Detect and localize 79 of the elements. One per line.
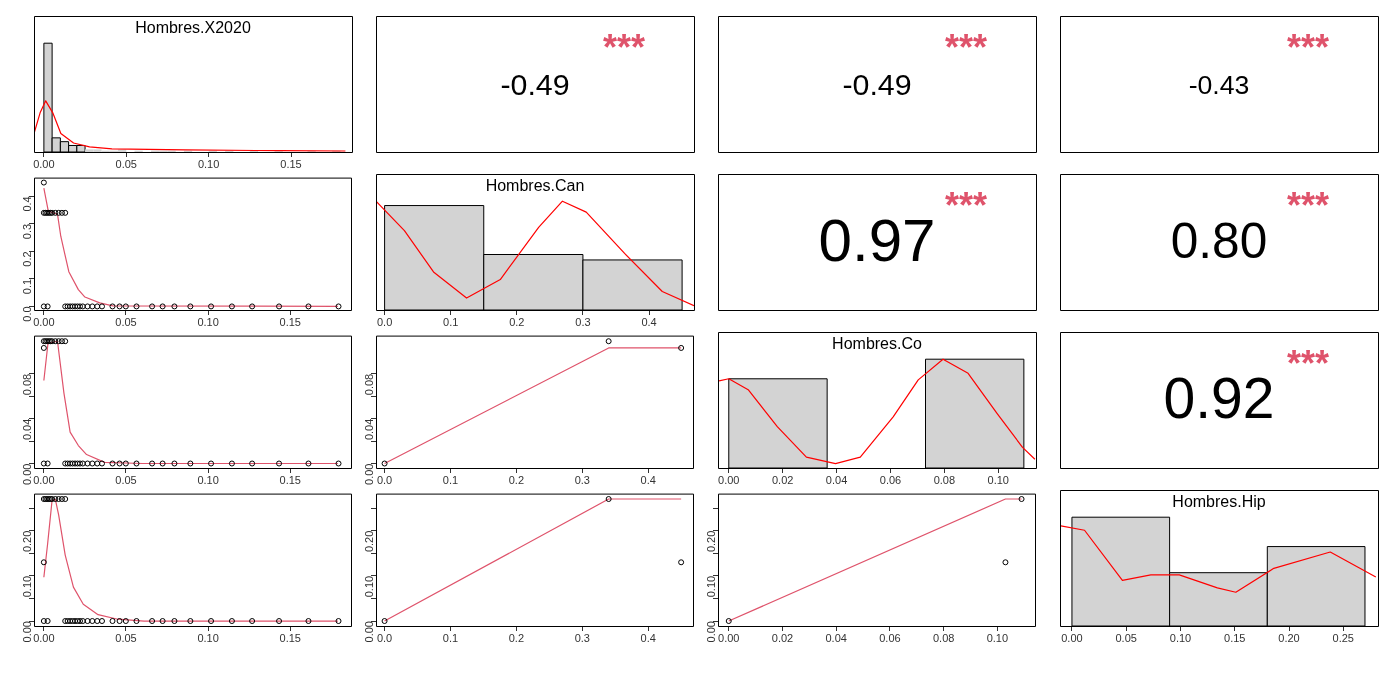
- text: ***: [1287, 342, 1330, 384]
- x-tick-label: 0.05: [1115, 631, 1137, 644]
- y-tick-label: 0.04: [21, 418, 34, 441]
- x-tick-label: 0.1: [443, 315, 459, 328]
- x-tick-label: 0.00: [718, 631, 740, 644]
- chart-title: Hombres.Can: [485, 177, 585, 195]
- x-tick-label: 0.2: [508, 473, 525, 486]
- text: ***: [603, 26, 646, 68]
- x-tick-label: 0.0: [376, 473, 393, 486]
- x-tick-label: 0.2: [509, 315, 525, 328]
- x-tick-label: 0.15: [279, 315, 301, 328]
- y-tick-label: 0.3: [21, 223, 34, 240]
- x-tick-label: 0.3: [575, 315, 591, 328]
- text: ***: [1287, 184, 1330, 226]
- y-tick-label: 0.10: [21, 575, 34, 598]
- x-tick-label: 0.10: [197, 473, 219, 486]
- y-tick-label: 0.20: [705, 530, 718, 553]
- x-tick-label: 0.0: [376, 631, 393, 644]
- x-tick-label: 0.05: [115, 631, 137, 644]
- chart-title: Hombres.X2020: [135, 19, 251, 37]
- x-tick-label: 0.06: [879, 631, 901, 644]
- x-tick-label: 0.1: [442, 631, 459, 644]
- text: ***: [945, 26, 988, 68]
- x-tick-label: 0.00: [33, 157, 55, 170]
- y-tick-label: 0.20: [363, 530, 376, 553]
- x-tick-label: 0.3: [574, 473, 590, 486]
- x-tick-label: 0.00: [1061, 631, 1083, 644]
- x-tick-label: 0.04: [825, 473, 848, 486]
- x-tick-label: 0.10: [197, 315, 219, 328]
- text: -0.49: [500, 67, 570, 102]
- y-tick-label: 0.10: [705, 575, 718, 598]
- x-tick-label: 0.15: [280, 157, 302, 170]
- x-tick-label: 0.08: [933, 473, 956, 486]
- y-tick-label: 0.08: [363, 373, 376, 396]
- x-tick-label: 0.00: [33, 631, 55, 644]
- text: 0.80: [1170, 213, 1268, 270]
- x-tick-label: 0.4: [640, 631, 656, 644]
- x-tick-label: 0.3: [574, 631, 590, 644]
- x-tick-label: 0.10: [986, 631, 1009, 644]
- x-tick-label: 0.05: [115, 473, 137, 486]
- y-tick-label: 0.08: [21, 373, 34, 396]
- x-tick-label: 0.05: [115, 157, 137, 170]
- x-tick-label: 0.15: [279, 631, 301, 644]
- x-tick-label: 0.25: [1332, 631, 1354, 644]
- text: 0.92: [1163, 366, 1275, 431]
- x-tick-label: 0.00: [718, 473, 740, 486]
- x-tick-label: 0.4: [640, 473, 656, 486]
- y-tick-label: 0.10: [363, 575, 376, 598]
- x-tick-label: 0.05: [115, 315, 137, 328]
- x-tick-label: 0.10: [1169, 631, 1192, 644]
- chart-title: Hombres.Co: [832, 335, 922, 353]
- x-tick-label: 0.02: [771, 473, 794, 486]
- y-tick-label: 0.4: [21, 196, 34, 212]
- x-tick-label: 0.15: [1224, 631, 1246, 644]
- x-tick-label: 0.0: [376, 315, 393, 328]
- x-tick-label: 0.06: [879, 473, 902, 486]
- y-tick-label: 0.20: [21, 530, 34, 553]
- x-tick-label: 0.00: [33, 315, 55, 328]
- y-tick-label: 0.1: [21, 278, 34, 295]
- x-tick-label: 0.4: [641, 315, 657, 328]
- x-tick-label: 0.20: [1278, 631, 1300, 644]
- text: -0.49: [842, 67, 912, 102]
- y-tick-label: 0.2: [21, 251, 34, 267]
- x-tick-label: 0.10: [987, 473, 1009, 486]
- x-tick-label: 0.2: [508, 631, 525, 644]
- text: ***: [1287, 26, 1330, 68]
- x-tick-label: 0.1: [442, 473, 459, 486]
- x-tick-label: 0.10: [197, 157, 220, 170]
- x-tick-label: 0.00: [33, 473, 55, 486]
- text: ***: [945, 184, 988, 226]
- x-tick-label: 0.15: [279, 473, 301, 486]
- y-tick-label: 0.04: [363, 418, 376, 441]
- text: 0.97: [818, 207, 936, 275]
- x-tick-label: 0.04: [825, 631, 847, 644]
- x-tick-label: 0.10: [197, 631, 219, 644]
- x-tick-label: 0.08: [932, 631, 955, 644]
- chart-title: Hombres.Hip: [1172, 493, 1266, 511]
- x-tick-label: 0.02: [771, 631, 794, 644]
- text: -0.43: [1188, 70, 1250, 101]
